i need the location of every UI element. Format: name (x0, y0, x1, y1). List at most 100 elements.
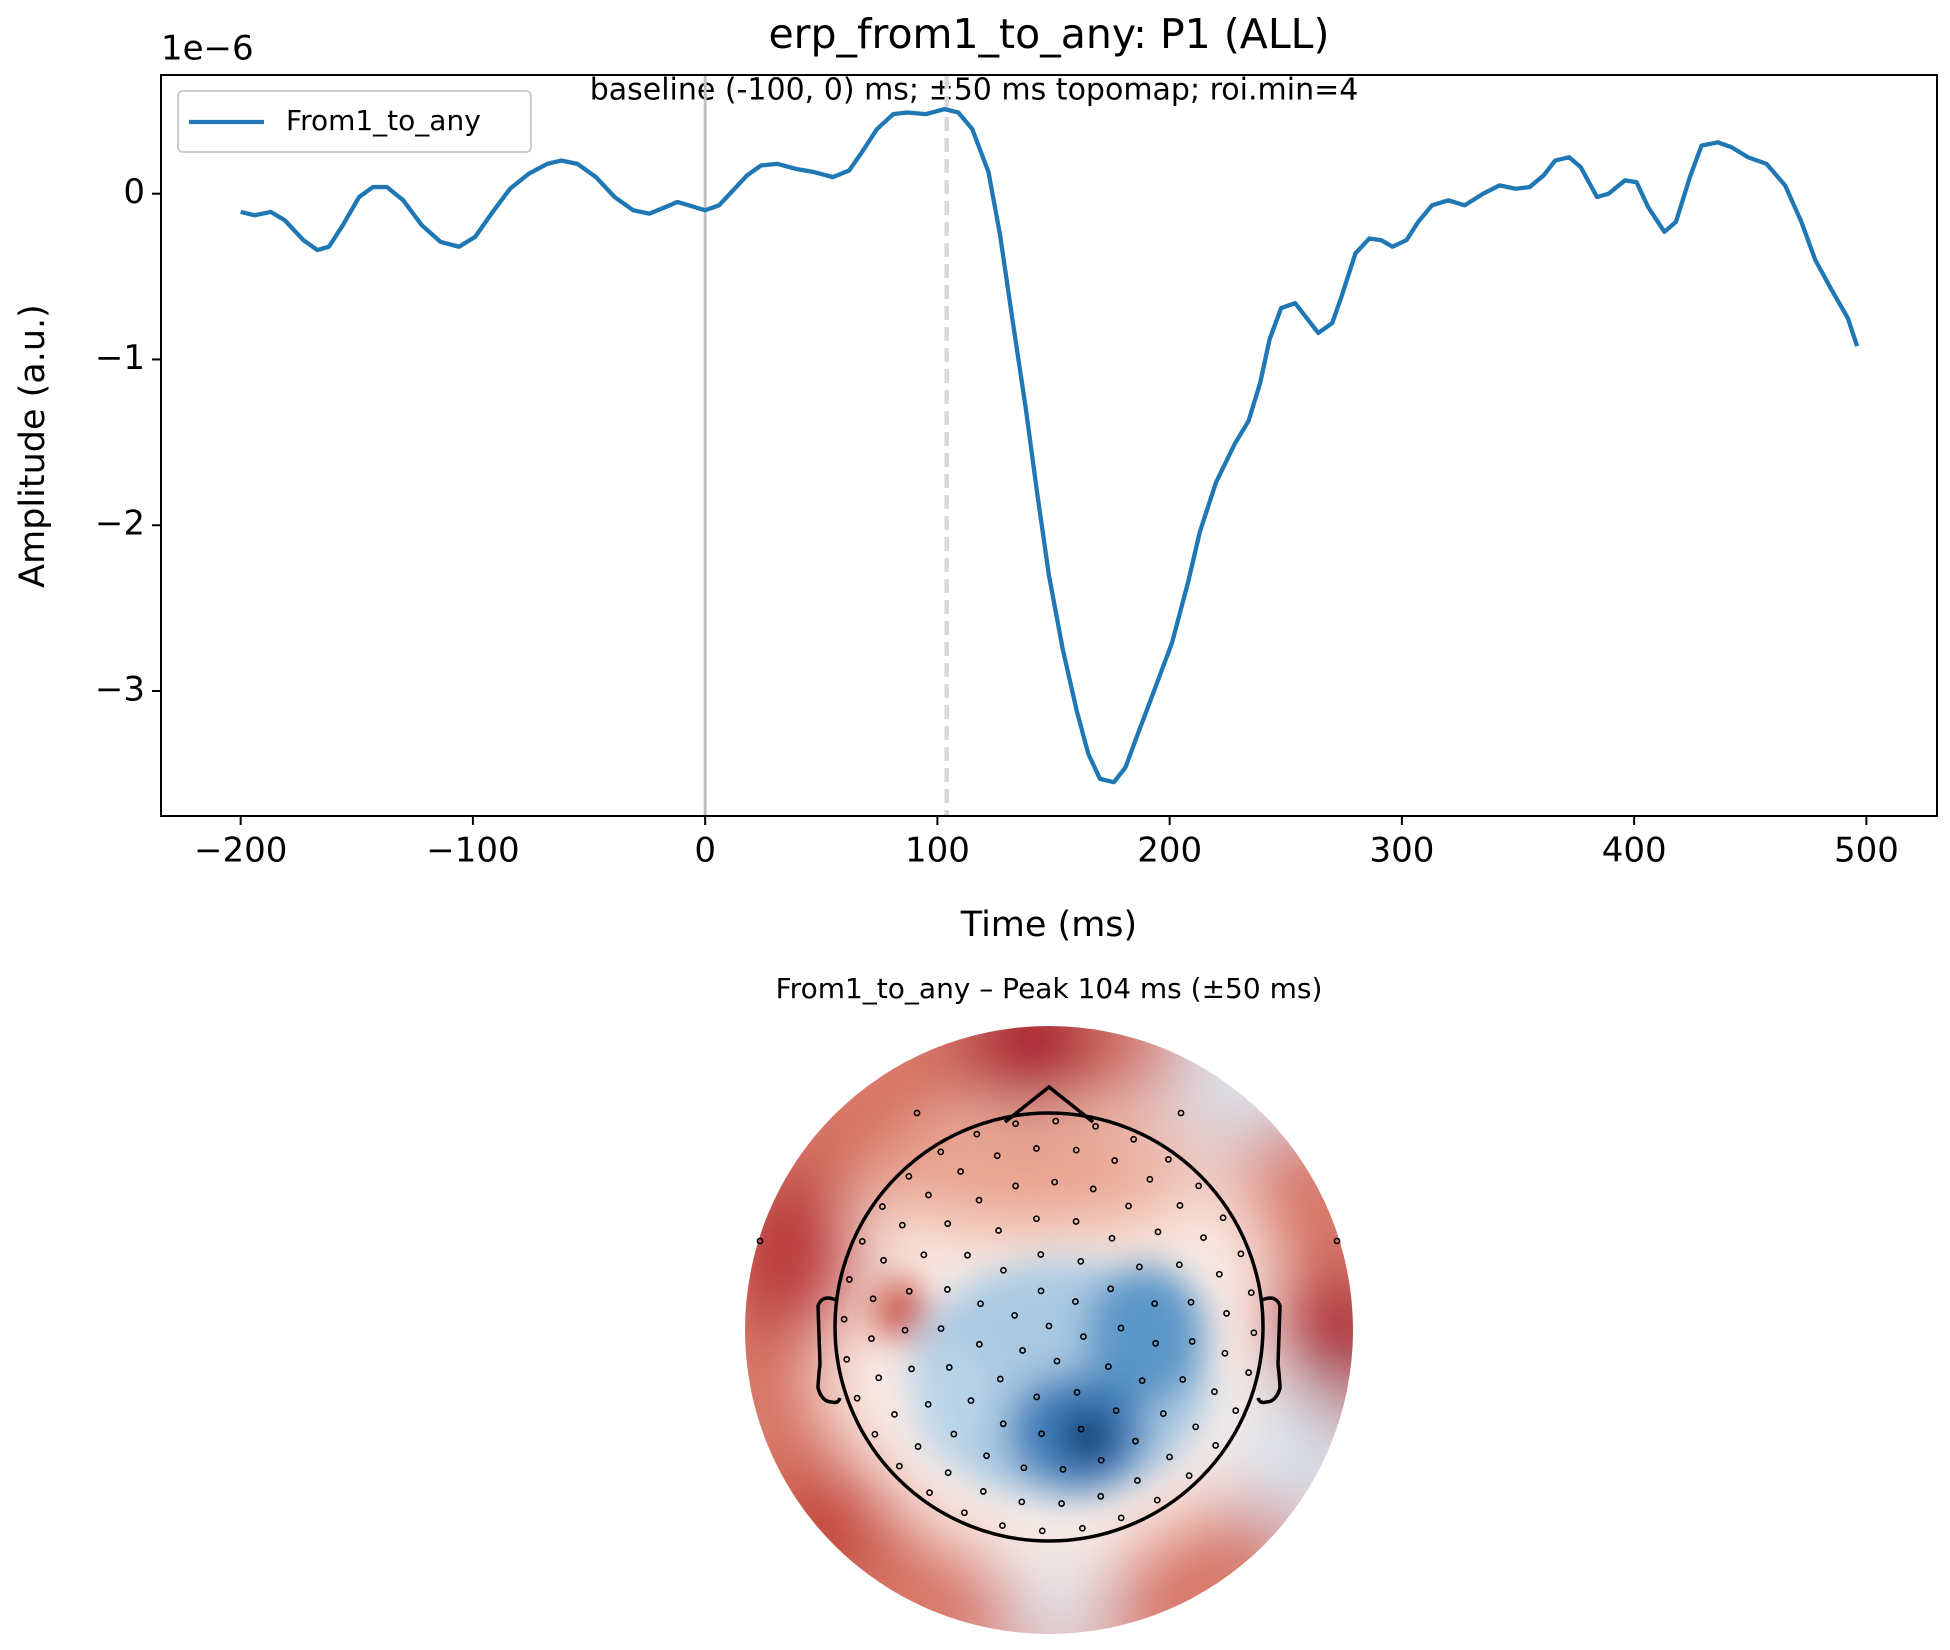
electrode (1011, 1311, 1019, 1319)
electrode (1058, 1500, 1065, 1507)
electrode (1151, 1300, 1159, 1308)
electrode (1215, 1270, 1223, 1278)
electrode (1117, 1514, 1125, 1522)
electrode (1136, 1263, 1143, 1271)
electrode (1097, 1492, 1105, 1500)
electrode (1072, 1146, 1080, 1154)
electrode (1138, 1377, 1146, 1385)
x-tick-label: −200 (194, 831, 287, 871)
electrode (1232, 1407, 1240, 1415)
electrode (1053, 1357, 1061, 1365)
electrode (756, 1237, 764, 1245)
electrode (1165, 1155, 1172, 1163)
x-axis-label: Time (ms) (960, 905, 1137, 945)
electrode (1033, 1145, 1040, 1152)
electrode (937, 1148, 945, 1156)
electrode (1159, 1410, 1167, 1417)
electrode (996, 1375, 1004, 1383)
electrode (1130, 1135, 1138, 1143)
electrode (1037, 1287, 1045, 1295)
electrode (1107, 1285, 1115, 1293)
electrode (908, 1365, 915, 1373)
electrode (1033, 1215, 1040, 1223)
electrode (1247, 1289, 1255, 1297)
electrode (1146, 1175, 1154, 1183)
electrode (1245, 1369, 1253, 1376)
x-tick-label: 200 (1137, 831, 1202, 871)
electrode (1125, 1202, 1132, 1210)
chart-subtitle: baseline (-100, 0) ms; ±50 ms topomap; r… (590, 73, 1359, 108)
x-tick-label: 300 (1369, 831, 1434, 871)
electrode (1033, 1393, 1041, 1401)
x-tick-label: 500 (1834, 831, 1899, 871)
electrode (1051, 1178, 1059, 1186)
electrode (1059, 1465, 1067, 1473)
electrode (914, 1443, 922, 1450)
y-tick-label: −2 (95, 504, 145, 544)
electrode (1187, 1298, 1195, 1306)
electrode (1072, 1218, 1080, 1225)
electrode (1152, 1339, 1160, 1347)
electrode (1154, 1228, 1162, 1236)
chart-title: erp_from1_to_any: P1 (ALL) (768, 10, 1329, 58)
electrode (1212, 1442, 1220, 1449)
electrode (1223, 1310, 1230, 1317)
y-offset-label: 1e−6 (161, 29, 254, 69)
x-tick-label: 0 (694, 831, 716, 871)
electrode (925, 1191, 932, 1199)
electrode (858, 1237, 866, 1245)
electrode (977, 1300, 984, 1308)
electrode (964, 1251, 971, 1259)
electrode (1200, 1234, 1207, 1242)
electrode (1078, 1524, 1086, 1532)
electrode (979, 1488, 987, 1495)
electrode (853, 1394, 861, 1402)
legend-box (177, 90, 532, 153)
electrode (1045, 1322, 1053, 1330)
electrode (1133, 1477, 1141, 1484)
electrode (1221, 1349, 1229, 1357)
electrode (967, 1397, 975, 1405)
y-tick-label: −1 (95, 338, 145, 378)
x-tick-label: −100 (426, 831, 519, 871)
electrode (1192, 1423, 1200, 1431)
electrode (1012, 1120, 1020, 1128)
electrode (895, 1462, 903, 1470)
electrode (999, 1522, 1006, 1530)
electrode (1077, 1425, 1085, 1433)
electrode (1038, 1430, 1046, 1438)
axes-frame (160, 74, 1938, 817)
electrode (1105, 1363, 1112, 1371)
x-tick-label: 100 (905, 831, 970, 871)
electrode (950, 1430, 958, 1438)
electrode (1000, 1266, 1007, 1274)
electrode (937, 1325, 945, 1332)
data-line (240, 107, 1860, 785)
electrode (1018, 1498, 1026, 1506)
electrode (880, 1256, 887, 1264)
electrode (868, 1335, 875, 1342)
electrode (999, 1420, 1007, 1428)
electrode (1219, 1214, 1227, 1222)
electrode (878, 1203, 886, 1210)
electrode (1176, 1202, 1184, 1209)
legend-label: From1_to_any (286, 104, 481, 137)
electrode (1038, 1527, 1046, 1535)
electrode (995, 1227, 1002, 1234)
head-outline (816, 1084, 1282, 1543)
plot-area: −200 −100 0 100 200 300 400 500 −3 −2 −1 0 From1_to_… (95, 74, 1938, 871)
electrode (1237, 1250, 1245, 1258)
electrode (1073, 1388, 1081, 1396)
electrode (869, 1295, 877, 1303)
electrode (1097, 1456, 1105, 1464)
electrode (913, 1109, 921, 1117)
electrode (875, 1374, 883, 1382)
electrode (1177, 1109, 1185, 1117)
electrode (891, 1410, 898, 1418)
electrode (1111, 1157, 1119, 1164)
topomap-title: From1_to_any – Peak 104 ms (±50 ms) (776, 972, 1323, 1005)
electrode (993, 1152, 1001, 1160)
electrode (1020, 1464, 1028, 1472)
